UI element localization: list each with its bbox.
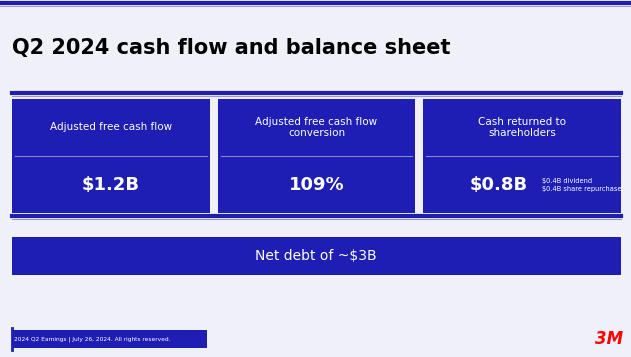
Text: $0.4B dividend
$0.4B share repurchase: $0.4B dividend $0.4B share repurchase bbox=[542, 177, 622, 191]
Text: 3M: 3M bbox=[595, 330, 623, 348]
Text: 2024 Q2 Earnings | July 26, 2024. All rights reserved.: 2024 Q2 Earnings | July 26, 2024. All ri… bbox=[14, 336, 170, 342]
Bar bbox=[218, 99, 415, 213]
Text: Cash returned to
shareholders: Cash returned to shareholders bbox=[478, 117, 566, 138]
Bar bbox=[423, 99, 621, 213]
Bar bbox=[12, 237, 621, 275]
Bar bbox=[12, 330, 207, 348]
Text: Q2 2024 cash flow and balance sheet: Q2 2024 cash flow and balance sheet bbox=[12, 38, 451, 58]
Text: $0.8B: $0.8B bbox=[469, 176, 528, 193]
Text: $1.2B: $1.2B bbox=[82, 176, 140, 193]
Text: Adjusted free cash flow: Adjusted free cash flow bbox=[50, 122, 172, 132]
Text: Net debt of ~$3B: Net debt of ~$3B bbox=[255, 249, 376, 263]
Text: Adjusted free cash flow
conversion: Adjusted free cash flow conversion bbox=[256, 117, 377, 138]
Bar bbox=[12, 99, 209, 213]
Text: 109%: 109% bbox=[289, 176, 345, 193]
